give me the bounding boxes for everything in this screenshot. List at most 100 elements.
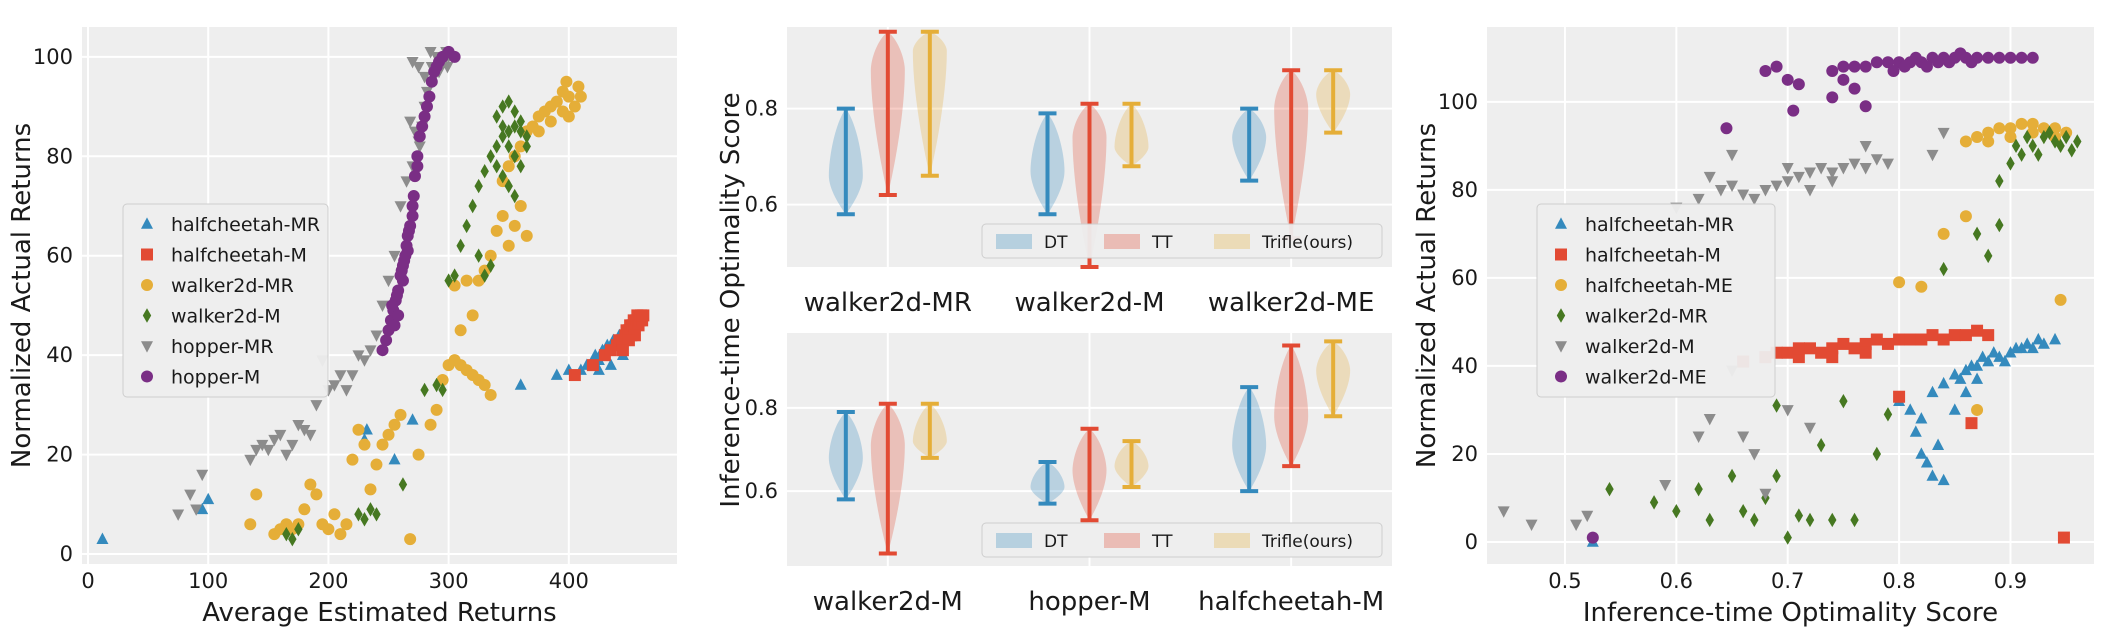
data-point [1965,56,1978,69]
data-point [1926,385,1939,398]
data-point [1792,78,1805,91]
data-point [1959,385,1972,398]
data-point [448,50,461,63]
data-point [2017,147,2026,162]
data-point [1993,122,2006,135]
data-point [1837,60,1850,73]
y-tick-label: 20 [1451,442,1478,466]
data-point [1959,135,1972,148]
data-point [1659,479,1672,492]
data-point [423,90,436,103]
data-point [1837,163,1850,175]
data-point [360,512,369,527]
data-point [1976,350,1989,362]
data-point [496,209,509,222]
data-point [1720,122,1733,135]
data-point [1803,342,1816,355]
legend-entry: walker2d-MR [1585,306,1708,328]
legend-marker [1555,370,1567,383]
data-point [560,75,573,88]
data-point [2054,293,2067,306]
data-point [1937,127,1950,140]
data-point [404,533,417,546]
data-point [420,100,433,113]
data-point [1826,351,1839,364]
data-point [2061,129,2071,145]
data-point [2004,122,2017,135]
data-point [2028,138,2037,154]
x-tick-label: walker2d-MR [804,288,972,318]
legend-entry: halfcheetah-MR [1585,214,1734,236]
legend-entry: walker2d-M [1585,336,1695,358]
data-point [574,90,587,103]
data-point [510,104,519,119]
data-point [340,385,353,397]
scatter-panel-3: 0.5 0.6 0.7 0.8 0.9 0 20 40 60 80 100 Inference-tim… [1412,27,2094,628]
data-point [424,418,437,431]
data-point [1803,167,1816,179]
data-point [2026,51,2039,64]
violin-panel-2: 0.6 0.8 walker2d-M hopper-M halfcheetah-M DT T… [745,333,1392,617]
data-point [388,250,401,263]
data-point [586,359,599,372]
data-point [637,309,650,322]
y-tick-label: 80 [46,144,73,168]
data-point [1893,333,1906,346]
data-point [450,268,459,283]
x-tick-label: hopper-M [1028,587,1150,617]
data-point [418,71,431,84]
data-point [202,492,215,505]
x-tick-label: 0.7 [1771,569,1804,593]
legend-entry: TT [1151,233,1173,253]
data-point [196,469,209,482]
legend-swatch [1214,234,1250,249]
data-point [1932,438,1945,450]
data-point [1605,481,1614,497]
data-point [1937,227,1950,240]
y-tick-label: 0 [60,542,73,566]
data-point [1954,372,1967,384]
data-point [556,105,569,118]
data-point [2034,147,2043,162]
data-point [1649,495,1659,510]
data-point [1982,354,1995,367]
data-point [1883,407,1893,422]
data-point [1781,163,1794,175]
data-point [1738,503,1748,519]
series-hopper-M [376,45,461,357]
data-point [1772,398,1781,413]
data-point [400,176,413,188]
y-axis-label: Normalized Actual Returns [7,123,37,468]
x-tick-label: 200 [308,569,348,593]
data-point [1692,193,1705,206]
data-point [1586,531,1599,544]
data-point [1948,368,1961,380]
data-point [404,116,417,129]
data-point [516,114,525,129]
legend-swatch [996,533,1032,548]
data-point [2026,117,2039,130]
data-point [395,264,408,277]
y-tick-label: 0.8 [745,396,778,420]
data-point [1982,135,1995,148]
data-point [413,141,426,153]
data-point [456,238,465,253]
data-point [310,400,323,412]
data-point [444,273,453,288]
data-point [498,168,507,184]
data-point [425,75,438,88]
series-walker2d-ME [1586,47,2039,544]
data-point [250,488,263,501]
legend-entry: hopper-MR [171,336,274,358]
data-point [370,458,383,471]
data-point [412,448,425,461]
data-point [380,334,393,347]
data-point [1848,82,1861,95]
legend-frame [1536,203,1776,398]
data-point [504,139,513,154]
data-point [256,439,269,452]
data-point [1982,51,1995,64]
data-point [2026,341,2039,354]
data-point [1828,512,1837,528]
x-tick-label: 100 [188,569,228,593]
